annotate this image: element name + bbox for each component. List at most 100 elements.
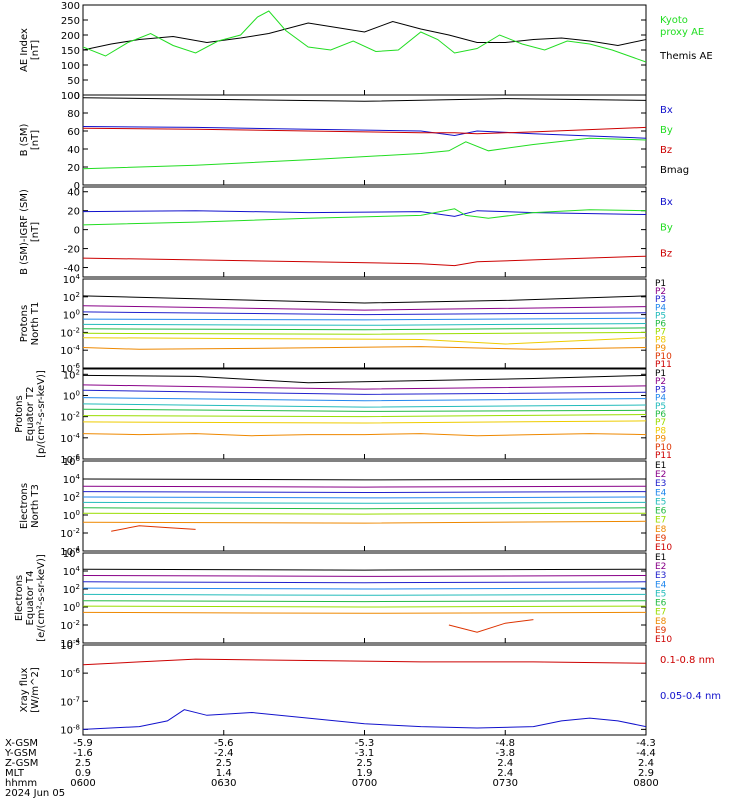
footer-value-mlt: 1.9: [357, 768, 373, 779]
panel-7-legend-e8: E8: [655, 617, 667, 627]
panel-4-series-p4: [83, 317, 646, 321]
panel-8-legend-0-05-0-4-nm: 0.05-0.4 nm: [660, 691, 721, 702]
panel-4-legend-p11: P11: [655, 360, 672, 370]
panel-2-ytick-label: 0: [74, 181, 80, 192]
panel-5-ytick-label: 10-2: [60, 411, 80, 424]
footer-value-x-gsm: -4.3: [636, 738, 656, 749]
footer-value-hhmm: 0630: [211, 778, 236, 789]
panel-6-legend-e2: E2: [655, 470, 666, 480]
panel-5-legend-p9: P9: [655, 435, 666, 445]
panel-7-ylabel: Electrons: [14, 575, 25, 621]
panel-3-ytick-label: -20: [64, 245, 80, 256]
panel-8-frame: [82, 644, 647, 736]
footer-value-y-gsm: -3.8: [495, 748, 515, 759]
panel-7-frame: [82, 552, 647, 644]
panel-7-ylabel: [e/(cm²-s-sr-keV)]: [36, 554, 47, 642]
panel-7-legend-e6: E6: [655, 599, 667, 609]
panel-1-frame: [82, 4, 647, 96]
panel-2-ytick-label: 100: [61, 91, 80, 102]
panel-2-frame: [82, 94, 647, 186]
panel-7-series-e6: [83, 600, 646, 603]
panel-7-ytick-label: 10-4: [60, 637, 80, 650]
panel-5-legend-p3: P3: [655, 385, 666, 395]
panel-7-ytick-label: 10-2: [60, 619, 80, 632]
panel-7-series-e5: [83, 593, 646, 596]
panel-7-series-e8: [83, 611, 646, 614]
panel-2-series-bz: [83, 126, 646, 135]
panel-6-legend-e1: E1: [655, 461, 666, 471]
panel-5-legend-p5: P5: [655, 402, 666, 412]
panel-2-legend-bz: Bz: [660, 145, 672, 156]
panel-6-series-e1: [83, 478, 646, 481]
panel-7-legend-e10: E10: [655, 635, 672, 645]
panel-5-legend-p2: P2: [655, 377, 666, 387]
panel-8-ytick-label: 10-6: [60, 667, 80, 680]
panel-2-series-by: [83, 137, 646, 170]
footer-label-y-gsm: Y-GSM: [4, 748, 37, 759]
panel-8-legend-0-1-0-8-nm: 0.1-0.8 nm: [660, 655, 715, 666]
panel-7-series-e3: [83, 581, 646, 584]
panel-1-ytick-label: 50: [67, 76, 80, 87]
panel-5-series-p4: [83, 397, 646, 402]
panel-6-frame: [82, 460, 647, 552]
panel-6-legend-e8: E8: [655, 525, 667, 535]
panel-5-legend-p6: P6: [655, 410, 666, 420]
panel-5-ytick-label: 102: [63, 368, 80, 381]
panel-6-legend-e7: E7: [655, 516, 666, 526]
panel-1-ytick-label: 200: [61, 31, 80, 42]
panel-7-legend-e7: E7: [655, 608, 666, 618]
panel-5-legend-p8: P8: [655, 426, 666, 436]
panel-1-series-themis-ae: [83, 20, 646, 51]
panel-4-legend-p4: P4: [655, 303, 666, 313]
panel-6-ytick-label: 104: [63, 473, 81, 486]
panel-5-series-p7: [83, 414, 646, 418]
panel-4-series-p7: [83, 331, 646, 335]
panel-4-legend-p5: P5: [655, 311, 666, 321]
footer-value-y-gsm: -1.6: [73, 748, 93, 759]
panel-4-legend-p6: P6: [655, 320, 666, 330]
panel-5-ytick-label: 10-4: [60, 432, 80, 445]
panel-4-series-p8: [83, 337, 646, 345]
panel-7-series-e2: [83, 575, 646, 577]
panel-2-series-bmag: [83, 97, 646, 102]
panel-3-series-by: [83, 208, 646, 226]
footer-value-x-gsm: -5.6: [214, 738, 234, 749]
panel-2-ytick-label: 20: [67, 163, 80, 174]
panel-1-ytick-label: 250: [61, 16, 80, 27]
panel-2-legend-by: By: [660, 125, 673, 136]
panel-4-legend-p1: P1: [655, 279, 666, 289]
panel-1-legend-kyoto-proxy-ae: Kyoto: [660, 15, 688, 26]
panel-6-legend-e10: E10: [655, 543, 672, 553]
panel-8-series-0-1-0-8-nm: [83, 658, 646, 666]
panel-4-legend-p10: P10: [655, 352, 672, 362]
footer-value-z-gsm: 2.5: [357, 758, 373, 769]
panel-7-ytick-label: 100: [63, 601, 80, 614]
panel-1-ytick-label: 100: [61, 61, 80, 72]
panel-3-ytick-label: 20: [67, 207, 80, 218]
panel-5-legend-p7: P7: [655, 418, 666, 428]
panel-6-ytick-label: 102: [63, 491, 80, 504]
panel-7-series-e1: [83, 568, 646, 571]
panel-1-ylabel: [nT]: [30, 40, 41, 60]
panel-2-ylabel: B (SM): [19, 123, 30, 156]
footer-label-hhmm: hhmm: [5, 778, 37, 789]
panel-5-legend-p1: P1: [655, 369, 666, 379]
panel-5-ylabel: Protons: [14, 395, 25, 432]
panel-1-ytick-label: 0: [74, 91, 80, 102]
panel-2-legend-bmag: Bmag: [660, 165, 689, 176]
footer-label-x-gsm: X-GSM: [5, 738, 38, 749]
panel-5-legend-p4: P4: [655, 394, 666, 404]
panel-7-legend-e4: E4: [655, 580, 667, 590]
panel-1-ytick-label: 300: [61, 1, 80, 12]
panel-4-ytick-label: 10-4: [60, 344, 80, 357]
panel-5-series-p5: [83, 403, 646, 408]
panel-6-ytick-label: 10-2: [60, 527, 80, 540]
panel-5-series-p8: [83, 420, 646, 424]
panel-3-frame: [82, 186, 647, 278]
panel-4-ytick-label: 10-2: [60, 326, 80, 339]
panel-3-ylabel: B (SM)-IGRF (SM): [19, 189, 30, 275]
panel-4-ytick-label: 104: [63, 273, 81, 286]
footer-value-z-gsm: 2.5: [216, 758, 232, 769]
panel-6-ytick-label: 106: [63, 455, 81, 468]
